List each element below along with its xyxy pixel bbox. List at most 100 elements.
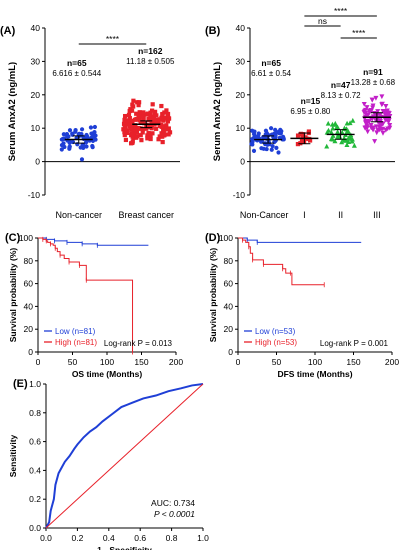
- data-point: [150, 116, 155, 121]
- data-point: [250, 139, 255, 144]
- panel-label: (B): [205, 25, 221, 37]
- data-point: [137, 100, 142, 105]
- group-stat-label: 6.95 ± 0.80: [290, 107, 331, 116]
- data-point: [159, 103, 164, 109]
- y-tick-label: 0.8: [29, 408, 41, 418]
- data-point: [387, 122, 393, 128]
- y-tick-label: 0.6: [29, 437, 41, 447]
- data-point: [130, 140, 135, 146]
- data-point: [156, 137, 161, 142]
- y-tick-label: 100: [19, 233, 33, 243]
- panel-label: (D): [205, 232, 221, 244]
- data-point: [350, 117, 356, 123]
- x-axis-label: DFS time (Months): [277, 369, 352, 379]
- legend-entry: Low (n=81): [55, 327, 96, 336]
- data-point: [122, 113, 128, 119]
- data-point: [137, 114, 142, 119]
- y-tick-label: 30: [236, 56, 246, 66]
- group-stat-label: 11.18 ± 0.505: [126, 57, 175, 66]
- data-point: [264, 146, 269, 152]
- data-point: [161, 118, 166, 123]
- data-point: [364, 124, 370, 129]
- y-axis-label: Serum AnxA2 (ng/mL): [7, 62, 18, 161]
- x-tick-label: 0: [236, 357, 241, 367]
- y-tick-label: 60: [24, 279, 34, 289]
- y-tick-label: 10: [31, 123, 41, 133]
- data-point: [154, 126, 159, 131]
- data-point: [121, 121, 127, 126]
- y-tick-label: 80: [24, 256, 34, 266]
- data-point: [88, 125, 94, 130]
- data-point: [345, 128, 351, 134]
- data-point: [328, 129, 334, 135]
- data-point: [144, 126, 149, 131]
- y-axis-label: Serum AnxA2 (ng/mL): [212, 62, 223, 161]
- data-point: [134, 111, 139, 116]
- x-tick-label: III: [373, 210, 381, 220]
- data-point: [146, 116, 151, 122]
- x-tick-label: Breast cancer: [118, 210, 174, 220]
- group-n-label: n=15: [301, 96, 321, 106]
- data-point: [92, 129, 97, 135]
- data-point: [157, 117, 162, 122]
- data-point: [150, 102, 155, 107]
- data-point: [166, 132, 171, 137]
- data-point: [166, 115, 171, 121]
- data-point: [154, 113, 159, 118]
- significance-label: ****: [106, 34, 120, 44]
- y-tick-label: 1.0: [29, 379, 41, 389]
- y-tick-label: 60: [224, 279, 234, 289]
- data-point: [156, 120, 161, 125]
- data-point: [162, 110, 167, 115]
- data-point: [79, 127, 85, 132]
- data-point: [252, 129, 257, 134]
- data-point: [66, 134, 71, 139]
- data-point: [344, 142, 350, 148]
- data-point: [139, 111, 144, 116]
- data-point: [385, 126, 391, 132]
- data-point: [384, 117, 390, 123]
- data-point: [133, 125, 138, 130]
- x-tick-label: 150: [134, 357, 148, 367]
- data-point: [166, 126, 171, 131]
- data-point: [366, 108, 372, 114]
- data-point: [373, 95, 379, 101]
- group-n-label: n=91: [363, 67, 383, 77]
- y-tick-label: 0.0: [29, 523, 41, 533]
- p-value-annotation: P < 0.0001: [154, 509, 195, 519]
- data-point: [129, 118, 135, 123]
- data-point: [59, 147, 64, 152]
- data-point: [163, 115, 168, 121]
- data-point: [73, 128, 78, 133]
- data-point: [148, 136, 153, 142]
- x-tick-label: 0.6: [134, 533, 146, 543]
- auc-annotation: AUC: 0.734: [151, 498, 195, 508]
- series-line: [238, 237, 325, 286]
- data-point: [274, 145, 279, 150]
- data-point: [346, 139, 352, 144]
- group-n-label: n=65: [67, 58, 87, 68]
- data-point: [160, 124, 165, 129]
- x-tick-label: 0.8: [166, 533, 178, 543]
- data-point: [295, 142, 301, 147]
- data-point: [273, 134, 278, 139]
- data-point: [125, 130, 130, 136]
- y-axis-label: Survival probability (%): [208, 248, 218, 343]
- data-point: [300, 133, 305, 139]
- data-point: [134, 116, 139, 122]
- data-point: [254, 135, 259, 140]
- data-point: [361, 101, 367, 107]
- data-point: [160, 133, 165, 138]
- y-tick-label: 0.4: [29, 465, 41, 475]
- data-point: [251, 148, 257, 153]
- data-point: [347, 120, 353, 126]
- data-point: [129, 108, 135, 113]
- y-tick-label: 20: [224, 324, 234, 334]
- series-line: [45, 383, 204, 529]
- data-point: [62, 144, 67, 150]
- y-tick-label: 40: [24, 301, 34, 311]
- data-point: [122, 132, 127, 138]
- series-line: [45, 383, 204, 529]
- data-point: [339, 139, 345, 145]
- data-point: [140, 130, 145, 135]
